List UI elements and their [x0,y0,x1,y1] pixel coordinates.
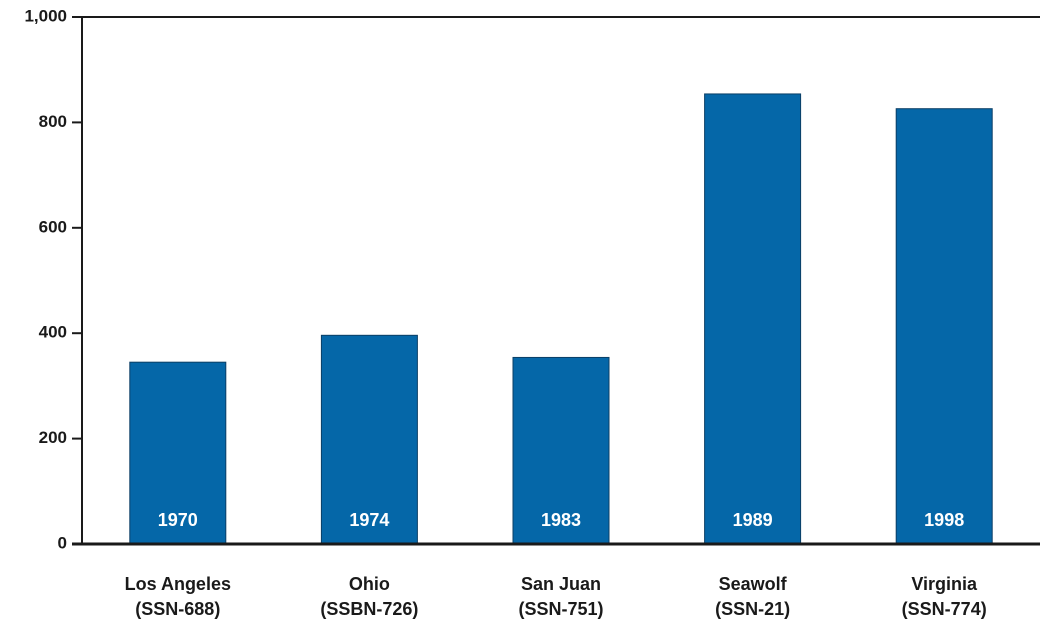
y-tick-label-3: 600 [39,217,67,236]
category-label-hull-0: (SSN-688) [135,599,220,619]
category-label-name-4: Virginia [911,574,978,594]
category-label-hull-3: (SSN-21) [715,599,790,619]
category-label-hull-4: (SSN-774) [902,599,987,619]
bar-2 [512,356,610,545]
category-labels-group: Los Angeles (SSN-688) Ohio (SSBN-726) San Ju… [125,574,987,619]
bar-label-1: 1974 [349,510,389,530]
category-label-name-3: Seawolf [719,574,788,594]
category-label-name-1: Ohio [349,574,390,594]
bar-label-2: 1983 [541,510,581,530]
category-label-hull-2: (SSN-751) [518,599,603,619]
bar-label-0: 1970 [158,510,198,530]
y-tick-label-5: 1,000 [24,6,67,25]
category-label-name-0: Los Angeles [125,574,231,594]
y-axis: 0 200 400 600 800 1,000 [24,6,83,552]
bar-3 [704,93,802,545]
bar-label-3: 1989 [733,510,773,530]
y-tick-label-2: 400 [39,323,67,342]
bars-group [129,93,993,545]
bar-label-4: 1998 [924,510,964,530]
bar-1 [320,334,418,545]
bar-0 [129,361,227,545]
y-tick-label-4: 800 [39,112,67,131]
category-label-name-2: San Juan [521,574,601,594]
y-tick-label-0: 0 [58,533,67,552]
category-label-hull-1: (SSBN-726) [320,599,418,619]
bar-4 [895,108,993,545]
bar-labels-group: 1970 1974 1983 1989 1998 [158,510,964,530]
y-tick-label-1: 200 [39,428,67,447]
